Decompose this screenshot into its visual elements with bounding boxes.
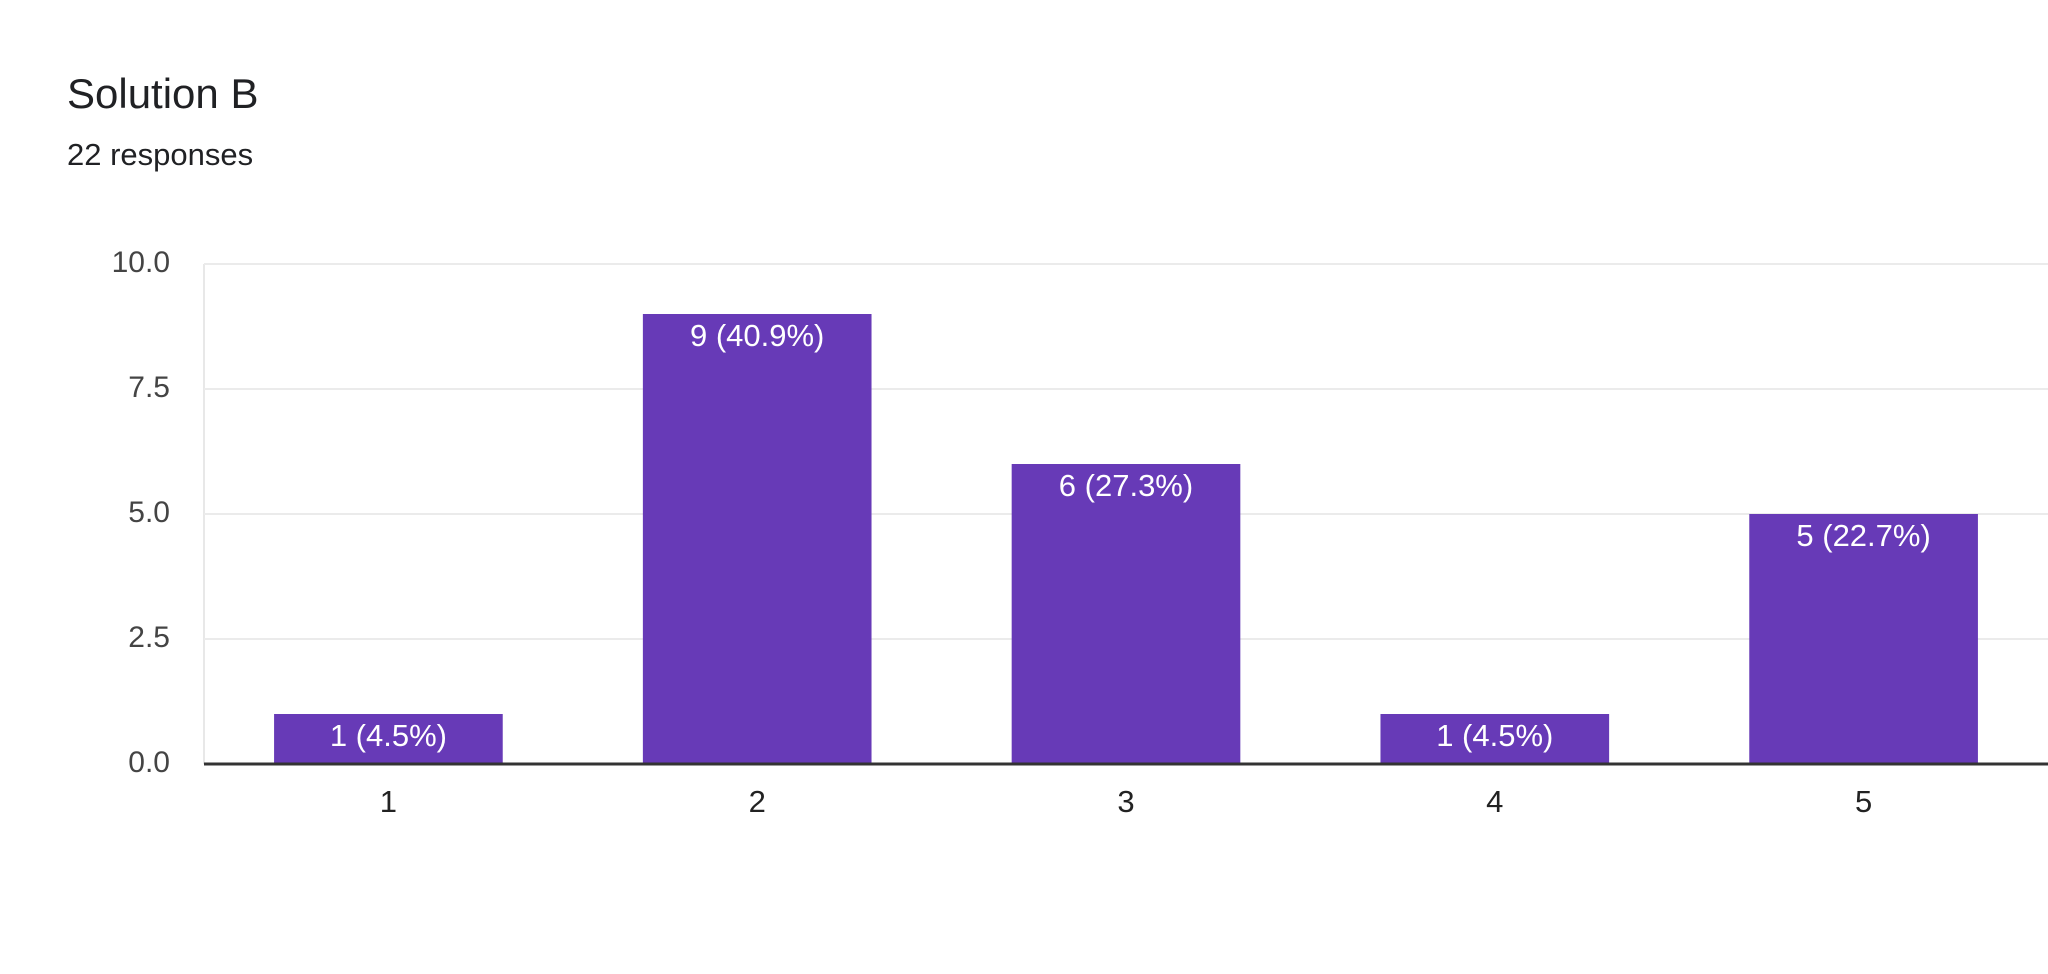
data-label: 5 (22.7%): [1796, 518, 1930, 553]
bar: [1380, 714, 1610, 764]
y-tick-label: 2.5: [128, 621, 170, 654]
x-tick-label: 4: [1486, 784, 1503, 819]
chart-subtitle: 22 responses: [67, 137, 253, 172]
data-label: 6 (27.3%): [1059, 468, 1193, 503]
x-tick-label: 1: [380, 784, 397, 819]
y-tick-label: 0.0: [128, 746, 170, 779]
x-tick-label: 5: [1855, 784, 1872, 819]
bar: [274, 714, 503, 764]
x-tick-label: 3: [1117, 784, 1134, 819]
bar: [642, 314, 872, 764]
bar: [1749, 514, 1978, 764]
data-label: 9 (40.9%): [690, 318, 824, 353]
x-tick-label: 2: [749, 784, 766, 819]
chart-title: Solution B: [67, 70, 258, 117]
y-tick-label: 7.5: [128, 371, 170, 404]
data-label: 1 (4.5%): [1436, 718, 1553, 753]
y-tick-label: 5.0: [128, 496, 170, 529]
y-tick-label: 10.0: [112, 246, 170, 279]
bar: [1011, 464, 1241, 764]
data-label: 1 (4.5%): [330, 718, 447, 753]
